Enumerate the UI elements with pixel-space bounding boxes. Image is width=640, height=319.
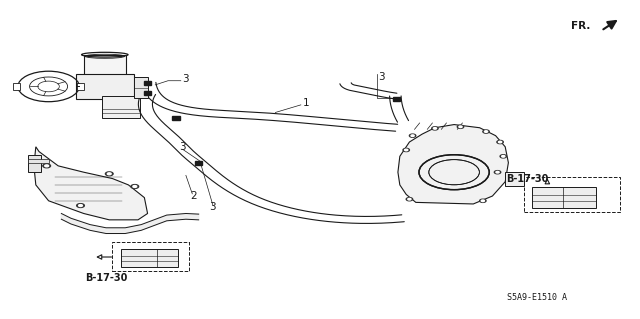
Bar [28, 155, 41, 172]
Circle shape [484, 131, 488, 132]
Bar [134, 77, 148, 98]
Polygon shape [142, 82, 397, 131]
Circle shape [479, 199, 486, 202]
Text: B-17-30: B-17-30 [85, 273, 127, 283]
Text: 3: 3 [182, 74, 189, 85]
Circle shape [459, 126, 462, 128]
Circle shape [403, 148, 410, 152]
Bar [102, 96, 140, 118]
Text: FR.: FR. [572, 21, 591, 31]
Bar [76, 74, 134, 99]
Circle shape [502, 156, 505, 157]
Circle shape [433, 128, 436, 129]
Polygon shape [61, 213, 198, 234]
Bar [144, 91, 152, 95]
Circle shape [131, 185, 139, 189]
Circle shape [410, 134, 416, 137]
Bar [524, 177, 620, 212]
Bar [172, 116, 179, 120]
Circle shape [404, 149, 408, 151]
Circle shape [458, 125, 464, 128]
Circle shape [133, 186, 137, 188]
Bar [13, 83, 20, 90]
Bar [505, 172, 524, 187]
Circle shape [496, 171, 499, 173]
Text: 1: 1 [303, 98, 309, 108]
Circle shape [45, 165, 49, 167]
Bar [121, 249, 178, 267]
Circle shape [108, 173, 111, 175]
Circle shape [499, 141, 502, 143]
Bar [195, 161, 202, 165]
Circle shape [411, 135, 414, 137]
Text: S5A9-E1510 A: S5A9-E1510 A [507, 293, 567, 302]
Circle shape [406, 197, 413, 201]
Bar [113, 242, 189, 271]
Circle shape [432, 127, 438, 130]
Circle shape [497, 140, 503, 144]
Bar [144, 81, 152, 85]
Circle shape [79, 204, 83, 206]
Circle shape [494, 171, 500, 174]
Circle shape [77, 204, 84, 207]
Bar [28, 159, 49, 163]
Bar [393, 97, 401, 101]
Polygon shape [390, 96, 408, 122]
Circle shape [43, 164, 51, 168]
Polygon shape [34, 147, 148, 220]
Bar [84, 55, 126, 77]
Circle shape [481, 200, 484, 202]
Circle shape [483, 130, 489, 133]
Text: 3: 3 [179, 142, 186, 152]
Text: 2: 2 [190, 191, 197, 201]
Circle shape [500, 155, 506, 158]
Bar [532, 187, 596, 208]
Text: 3: 3 [209, 202, 216, 212]
Text: 3: 3 [379, 72, 385, 82]
Bar [77, 83, 84, 90]
Polygon shape [138, 93, 404, 223]
Circle shape [408, 198, 411, 200]
Circle shape [106, 172, 113, 176]
Polygon shape [340, 83, 397, 99]
Polygon shape [398, 124, 508, 204]
Text: B-17-30: B-17-30 [506, 174, 548, 183]
